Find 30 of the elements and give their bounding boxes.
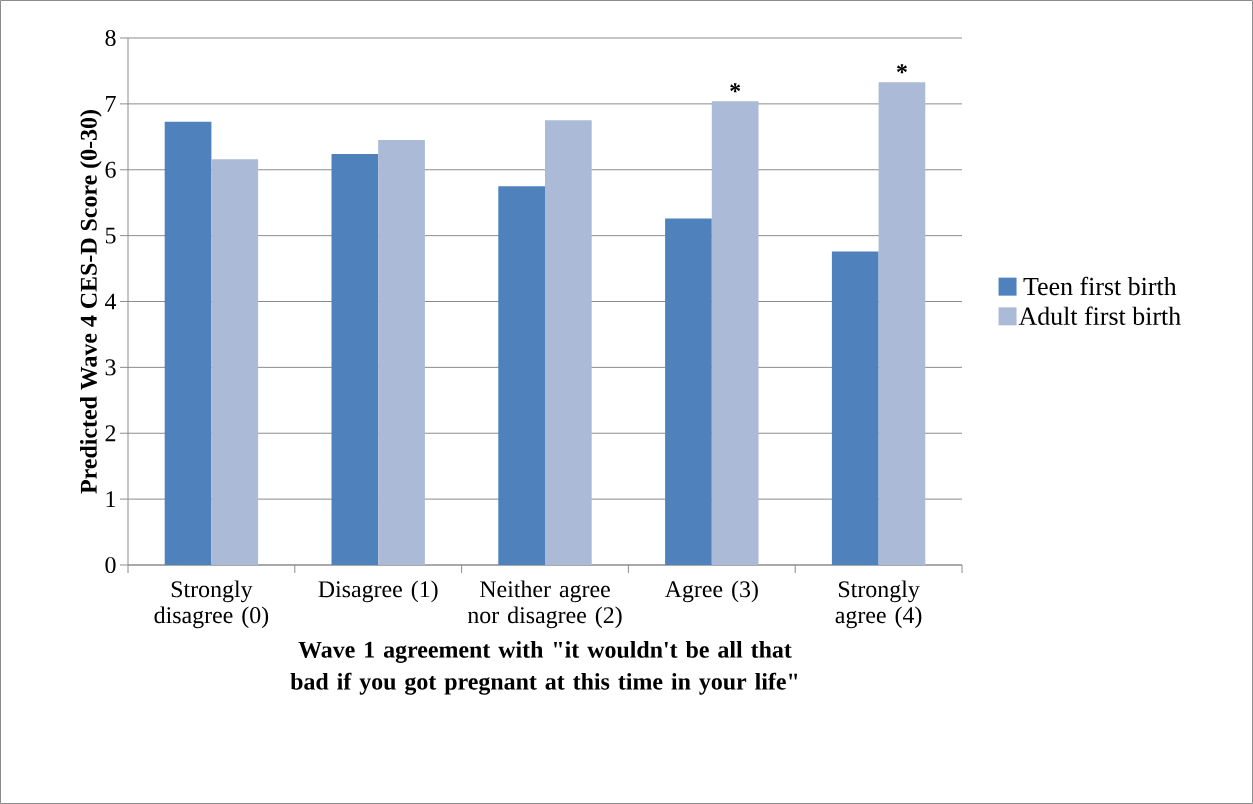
y-tick-label: 0 [105,556,116,574]
annotation: * [896,64,907,74]
y-tick-label: 7 [106,96,116,112]
y-tick-label: 4 [104,293,117,310]
x-tick-label: Agree (3) [664,580,758,603]
bar [378,140,425,565]
bar [831,251,879,565]
annotation: * [730,83,741,93]
y-tick-label: 2 [105,425,116,442]
bar [878,82,926,565]
x-tick-label: Disagree (1) [318,580,438,603]
bar [164,121,212,565]
y-tick-label: 5 [105,227,116,244]
legend-label: Teen first birth [1023,276,1177,296]
bar [211,159,259,565]
legend-label: Adult first birth [1018,306,1181,325]
bar [331,153,379,565]
x-tick-label: Neither agree nor disagree (2) [467,580,622,629]
bar [711,101,759,565]
x-tick-label: Strongly disagree (0) [154,580,269,629]
y-tick-label: 3 [105,359,116,376]
bar [665,218,712,565]
y-axis-title: Predicted Wave 4 CES-D Score (0-30) [80,110,102,494]
y-tick-label: 6 [105,161,116,178]
y-tick-label: 8 [105,29,116,47]
x-tick-label: Strongly agree (4) [835,580,922,629]
x-axis-title: Wave 1 agreement with "it wouldn't be all that bad if you got pregnant at this time in your life" [290,641,798,695]
y-tick-label: 1 [106,491,116,508]
bar [498,186,545,565]
bar [545,120,592,565]
